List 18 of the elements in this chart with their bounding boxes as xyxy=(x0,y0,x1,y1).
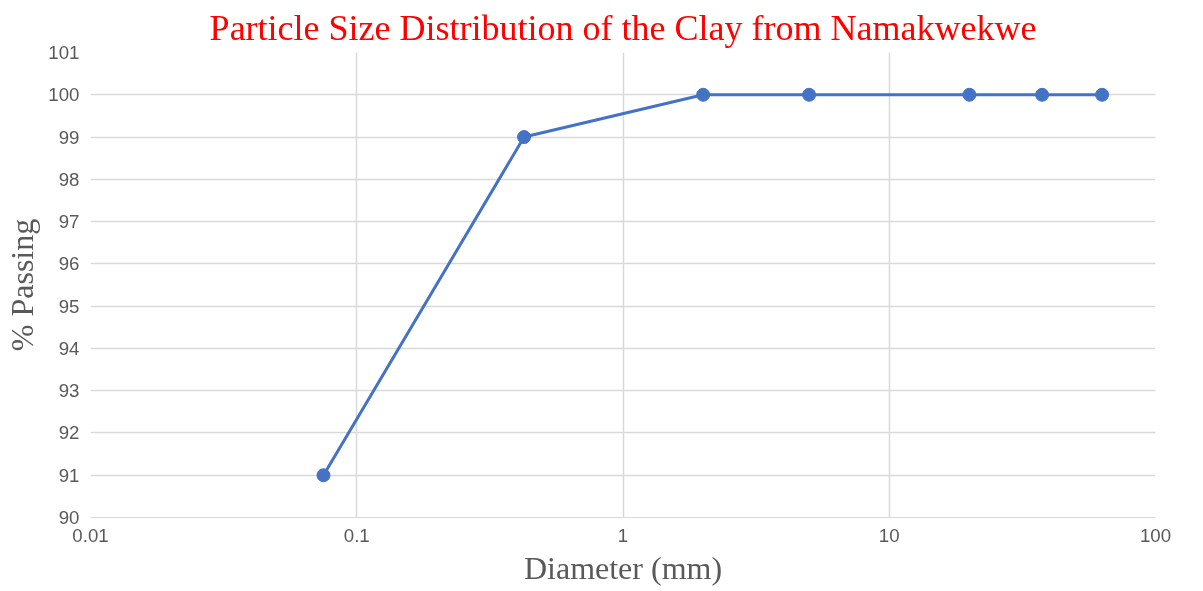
y-tick-label: 97 xyxy=(58,211,80,233)
y-tick-label: 96 xyxy=(58,253,80,275)
x-tick-label: 100 xyxy=(1139,524,1172,546)
x-axis-title: Diameter (mm) xyxy=(523,549,723,586)
y-tick-label: 92 xyxy=(58,422,80,444)
x-tick-label: 10 xyxy=(878,524,900,546)
y-tick-label: 98 xyxy=(58,168,80,190)
x-tick-label: 1 xyxy=(617,524,629,546)
y-tick-label: 101 xyxy=(48,42,80,63)
x-tick-label: 0.1 xyxy=(343,524,370,546)
y-tick-label: 91 xyxy=(58,464,80,486)
chart-title: Particle Size Distribution of the Clay from Namakwekwe xyxy=(209,7,1037,48)
y-tick-label: 93 xyxy=(58,380,80,402)
y-axis-title: % Passing xyxy=(4,218,41,352)
y-tick-label: 95 xyxy=(58,295,80,317)
y-tick-label: 100 xyxy=(48,84,80,106)
y-tick-label: 94 xyxy=(58,337,80,359)
y-tick-label: 99 xyxy=(58,126,80,148)
